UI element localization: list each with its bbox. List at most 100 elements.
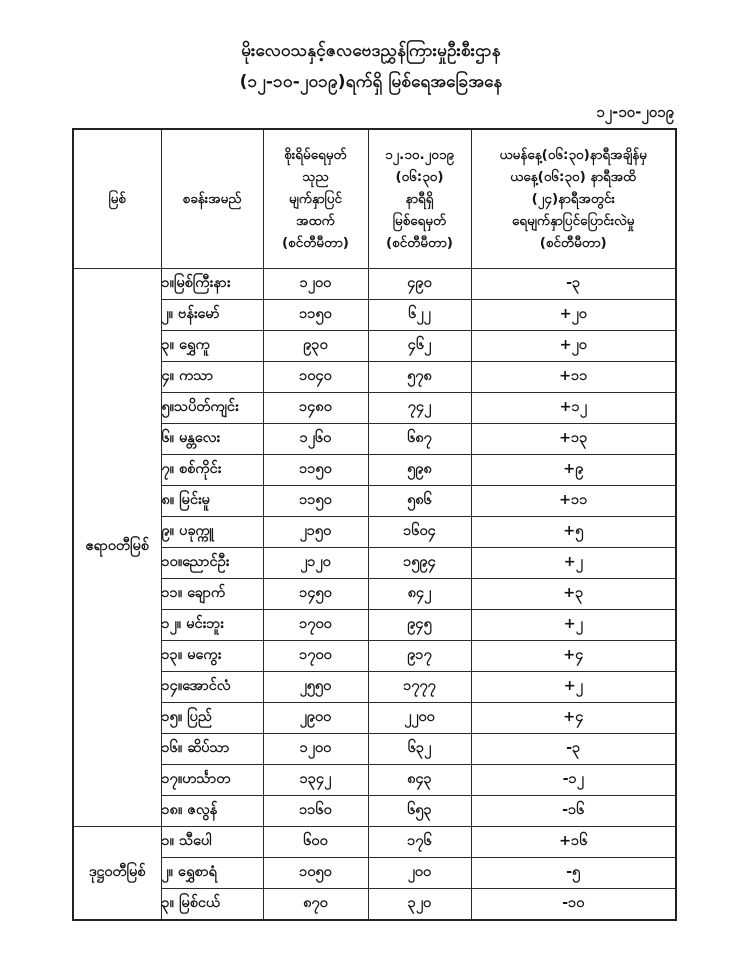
change-24h-cell: +၉ — [470, 454, 677, 486]
change-24h-cell: -၃ — [470, 733, 677, 765]
table-row: ၁၁။ ချောက် ၁၄၅၀ ၈၄၂ +၃ — [73, 578, 677, 610]
danger-level-cell: ၁၁၅၀ — [262, 454, 369, 486]
station-name-cell: ၅။သပိတ်ကျင်း — [160, 392, 264, 424]
danger-level-cell: ၁၁၆၀ — [262, 795, 369, 827]
change-24h-cell: +၁၂ — [470, 392, 677, 424]
title-block: မိုးလေဝသနှင့်ဇလဗေဒညွှန်ကြားမှုဦးစီးဌာန (… — [0, 0, 742, 98]
water-level-cell: ၉၁၇ — [367, 640, 472, 672]
change-24h-cell: -၁၂ — [470, 764, 677, 796]
change-24h-cell: +၄ — [470, 640, 677, 672]
water-level-cell: ၁၇၆ — [367, 826, 472, 858]
report-date: ၁၂-၁၀-၂၀၁၉ — [596, 103, 674, 121]
table-body: ဧရာဝတီမြစ် ၁။မြစ်ကြီးနား ၁၂၀၀ ၄၉၀ -၃ ၂။ ဗန်းမ… — [72, 268, 677, 921]
change-24h-cell: +၂၀ — [470, 330, 677, 362]
danger-level-cell: ၁၁၅၀ — [262, 485, 369, 517]
change-24h-cell: +၂ — [470, 671, 677, 703]
station-name-cell: ၃။ မြစ်ငယ် — [160, 888, 264, 921]
station-name-cell: ၉။ ပခုက္ကူ — [160, 516, 264, 548]
change-24h-cell: +၄ — [470, 702, 677, 734]
water-level-cell: ၆၈၇ — [367, 423, 472, 455]
table-row: ၁၈။ ဇလွန် ၁၁၆၀ ၆၅၃ -၁၆ — [73, 795, 677, 827]
danger-level-cell: ၂၅၅၀ — [262, 671, 369, 703]
water-level-cell: ၄၆၂ — [367, 330, 472, 362]
station-name-cell: ၁၂။ မင်းဘူး — [160, 609, 264, 641]
table-row: ၁၅။ ပြည် ၂၉၀၀ ၂၂၀၀ +၄ — [73, 702, 677, 734]
station-name-cell: ၁၄။အောင်လံ — [160, 671, 264, 703]
station-name-cell: ၁၆။ ဆိပ်သာ — [160, 733, 264, 765]
danger-level-cell: ၁၄၅၀ — [262, 578, 369, 610]
station-name-cell: ၁၅။ ပြည် — [160, 702, 264, 734]
station-name-cell: ၁၃။ မကွေး — [160, 640, 264, 672]
danger-level-cell: ၁၀၅၀ — [262, 857, 369, 889]
change-24h-cell: +၁၃ — [470, 423, 677, 455]
water-level-cell: ၆၃၂ — [367, 733, 472, 765]
change-24h-cell: -၃ — [470, 268, 677, 300]
change-24h-cell: +၂ — [470, 547, 677, 579]
danger-level-cell: ၂၁၅၀ — [262, 516, 369, 548]
table-row: ၁၃။ မကွေး ၁၇၀၀ ၉၁၇ +၄ — [73, 640, 677, 672]
change-24h-cell: -၅ — [470, 857, 677, 889]
table-header: မြစ် စခန်းအမည် စိုးရိမ်ရေမှတ် သုည မျက်နှ… — [72, 128, 677, 269]
station-name-cell: ၁။မြစ်ကြီးနား — [160, 268, 264, 300]
water-level-cell: ၄၉၀ — [367, 268, 472, 300]
station-name-cell: ၂။ ရွှေစာရံ — [160, 857, 264, 889]
water-level-cell: ၂၀၀ — [367, 857, 472, 889]
change-24h-cell: -၁၆ — [470, 795, 677, 827]
water-level-cell: ၅၇၈ — [367, 361, 472, 393]
danger-level-cell: ၁၇၀၀ — [262, 609, 369, 641]
col-header-station: စခန်းအမည် — [160, 128, 264, 269]
table-row: ၂။ ဗန်းမော် ၁၁၅၀ ၆၂၂ +၂၀ — [73, 299, 677, 331]
danger-level-cell: ၂၁၂၀ — [262, 547, 369, 579]
danger-level-cell: ၁၀၄၀ — [262, 361, 369, 393]
table-row: ၄။ ကသာ ၁၀၄၀ ၅၇၈ +၁၁ — [73, 361, 677, 393]
col-header-change-24h: ယမန်နေ့(၀၆:၃၀)နာရီအချိန်မှ ယနေ့(၀၆:၃၀) န… — [470, 128, 677, 269]
table-row: ၅။သပိတ်ကျင်း ၁၄၈၀ ၇၄၂ +၁၂ — [73, 392, 677, 424]
table-row: ၆။ မန္တလေး ၁၂၆၀ ၆၈၇ +၁၃ — [73, 423, 677, 455]
station-name-cell: ၂။ ဗန်းမော် — [160, 299, 264, 331]
water-level-cell: ၈၄၃ — [367, 764, 472, 796]
water-level-cell: ၅၉၈ — [367, 454, 472, 486]
danger-level-cell: ၉၃၀ — [262, 330, 369, 362]
table-row: ၂။ ရွှေစာရံ ၁၀၅၀ ၂၀၀ -၅ — [73, 857, 677, 889]
document-title-line1: မိုးလေဝသနှင့်ဇလဗေဒညွှန်ကြားမှုဦးစီးဌာန — [241, 41, 501, 61]
header-row: မြစ် စခန်းအမည် စိုးရိမ်ရေမှတ် သုည မျက်နှ… — [72, 128, 677, 269]
water-level-cell: ၃၂၀ — [367, 888, 472, 921]
station-name-cell: ၁။ သီပေါ — [160, 826, 264, 858]
station-name-cell: ၁၁။ ချောက် — [160, 578, 264, 610]
station-name-cell: ၇။ စစ်ကိုင်း — [160, 454, 264, 486]
station-name-cell: ၈။ မြင်းမူ — [160, 485, 264, 517]
change-24h-cell: +၅ — [470, 516, 677, 548]
table-row: ၉။ ပခုက္ကူ ၂၁၅၀ ၁၆၀၄ +၅ — [73, 516, 677, 548]
table-row: ၁၆။ ဆိပ်သာ ၁၂၀၀ ၆၃၂ -၃ — [73, 733, 677, 765]
river-group-label: ဒုဋ္ဌဝတီမြစ် — [72, 826, 162, 921]
danger-level-cell: ၁၃၄၂ — [262, 764, 369, 796]
table-row: ၈။ မြင်းမူ ၁၁၅၀ ၅၈၆ +၁၁ — [73, 485, 677, 517]
station-name-cell: ၄။ ကသာ — [160, 361, 264, 393]
table-row: ဧရာဝတီမြစ် ၁။မြစ်ကြီးနား ၁၂၀၀ ၄၉၀ -၃ — [72, 268, 677, 827]
table-row: ၃။ မြစ်ငယ် ၈၇၀ ၃၂၀ -၁၀ — [73, 888, 677, 921]
danger-level-cell: ၂၉၀၀ — [262, 702, 369, 734]
station-name-cell: ၁၇။ဟင်္သာတ — [160, 764, 264, 796]
water-level-cell: ၇၄၂ — [367, 392, 472, 424]
table-row: ၁၄။အောင်လံ ၂၅၅၀ ၁၇၇၇ +၂ — [73, 671, 677, 703]
change-24h-cell: +၂၀ — [470, 299, 677, 331]
change-24h-cell: -၁၀ — [470, 888, 677, 921]
danger-level-cell: ၁၇၀၀ — [262, 640, 369, 672]
station-name-cell: ၆။ မန္တလေး — [160, 423, 264, 455]
water-level-cell: ၁၆၀၄ — [367, 516, 472, 548]
col-header-current-level: ၁၂.၁၀.၂၀၁၉ (၀၆:၃၀) နာရီရှိ မြစ်ရေမှတ် (စ… — [367, 128, 472, 269]
change-24h-cell: +၃ — [470, 578, 677, 610]
table-row: ၁၀။ညောင်ဦး ၂၁၂၀ ၁၅၉၄ +၂ — [73, 547, 677, 579]
change-24h-cell: +၁၁ — [470, 361, 677, 393]
change-24h-cell: +၁၁ — [470, 485, 677, 517]
table-row: ၁၇။ဟင်္သာတ ၁၃၄၂ ၈၄၃ -၁၂ — [73, 764, 677, 796]
change-24h-cell: +၂ — [470, 609, 677, 641]
water-level-cell: ၉၄၅ — [367, 609, 472, 641]
river-group-label: ဧရာဝတီမြစ် — [72, 268, 162, 827]
table-row: ၁၂။ မင်းဘူး ၁၇၀၀ ၉၄၅ +၂ — [73, 609, 677, 641]
water-level-cell: ၁၅၉၄ — [367, 547, 472, 579]
station-name-cell: ၁၈။ ဇလွန် — [160, 795, 264, 827]
document-title-line2: (၁၂-၁၀-၂၀၁၉)ရက်ရှိ မြစ်ရေအခြေအနေ — [239, 72, 503, 92]
table-row: ၃။ ရွှေကူ ၉၃၀ ၄၆၂ +၂၀ — [73, 330, 677, 362]
danger-level-cell: ၈၇၀ — [262, 888, 369, 921]
